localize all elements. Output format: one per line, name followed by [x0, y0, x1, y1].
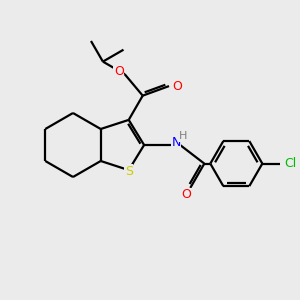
Text: H: H [179, 131, 187, 141]
Text: Cl: Cl [284, 157, 296, 170]
Text: N: N [171, 136, 181, 148]
Text: O: O [172, 80, 182, 93]
Text: O: O [114, 65, 124, 78]
Text: O: O [182, 188, 191, 201]
Text: S: S [125, 165, 133, 178]
